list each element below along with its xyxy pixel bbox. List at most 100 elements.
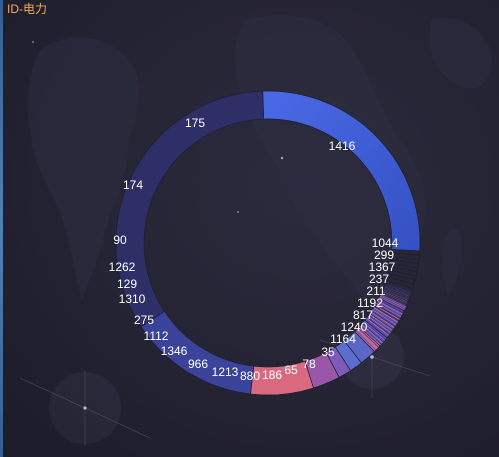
- slice-label: 90: [113, 233, 127, 247]
- donut-slice[interactable]: [385, 284, 411, 294]
- donut-slice[interactable]: [383, 291, 408, 302]
- donut-slice[interactable]: [370, 314, 392, 330]
- donut-slice[interactable]: [374, 306, 399, 322]
- donut-slice[interactable]: [358, 329, 378, 348]
- donut-slice[interactable]: [377, 299, 404, 314]
- slice-label: 186: [262, 368, 282, 382]
- slice-label: 1213: [212, 365, 239, 379]
- slice-label: 1346: [161, 344, 188, 358]
- map-landmass-south-america: [28, 37, 140, 301]
- donut-slice[interactable]: [380, 296, 405, 309]
- donut-slice[interactable]: [355, 331, 375, 351]
- donut-slice[interactable]: [376, 301, 402, 317]
- donut-slice[interactable]: [373, 307, 398, 324]
- slice-label: 237: [369, 272, 389, 286]
- star-dot: [237, 211, 239, 213]
- donut-slice[interactable]: [360, 324, 383, 344]
- donut-slice[interactable]: [366, 317, 390, 335]
- donut-slice[interactable]: [356, 328, 378, 350]
- donut-slice[interactable]: [356, 331, 376, 350]
- donut-slice[interactable]: [367, 318, 389, 335]
- donut-slice[interactable]: [369, 315, 392, 331]
- donut-slice[interactable]: [362, 322, 385, 342]
- donut-slice[interactable]: [365, 321, 386, 338]
- donut-slice[interactable]: [362, 322, 386, 341]
- slice-label: 299: [374, 248, 394, 262]
- donut-slice[interactable]: [374, 308, 397, 323]
- donut-slice[interactable]: [358, 328, 379, 347]
- slice-label: 817: [353, 308, 373, 322]
- donut-slice[interactable]: [359, 325, 381, 346]
- donut-slice[interactable]: [376, 304, 400, 318]
- donut-slice[interactable]: [378, 301, 402, 314]
- donut-slice[interactable]: [360, 325, 382, 345]
- donut-slice[interactable]: [373, 307, 398, 323]
- donut-slice[interactable]: [115, 90, 265, 328]
- donut-slice[interactable]: [371, 313, 393, 329]
- donut-slice[interactable]: [371, 310, 396, 328]
- donut-slice[interactable]: [375, 306, 399, 320]
- star-dot: [83, 406, 87, 410]
- donut-slice[interactable]: [374, 307, 398, 322]
- donut-slice[interactable]: [360, 326, 381, 345]
- donut-slice[interactable]: [384, 288, 409, 298]
- donut-slice[interactable]: [376, 305, 399, 319]
- slice-label: 1367: [369, 260, 396, 274]
- donut-slice[interactable]: [140, 310, 255, 395]
- donut-slice[interactable]: [377, 301, 403, 316]
- donut-slice[interactable]: [363, 323, 384, 341]
- donut-slice[interactable]: [359, 327, 380, 346]
- donut-slice[interactable]: [384, 289, 409, 300]
- donut-slice[interactable]: [377, 303, 401, 317]
- donut-slice[interactable]: [367, 315, 391, 334]
- donut-slice[interactable]: [373, 309, 396, 324]
- donut-slice[interactable]: [368, 317, 390, 334]
- donut-slice[interactable]: [381, 294, 406, 306]
- donut-slice[interactable]: [372, 311, 395, 327]
- donut-slice[interactable]: [371, 310, 396, 327]
- donut-slice[interactable]: [373, 310, 396, 325]
- donut-slice[interactable]: [368, 315, 392, 333]
- slice-label: 275: [134, 313, 154, 327]
- donut-slice[interactable]: [378, 298, 404, 313]
- slice-label: 35: [321, 345, 335, 359]
- donut-slice[interactable]: [366, 319, 388, 336]
- donut-slice[interactable]: [382, 293, 407, 305]
- donut-slice[interactable]: [357, 327, 379, 348]
- donut-slice[interactable]: [262, 90, 421, 252]
- donut-slice[interactable]: [379, 300, 403, 313]
- donut-slice[interactable]: [375, 304, 401, 319]
- star-dot: [370, 355, 374, 359]
- donut-slice[interactable]: [368, 316, 391, 333]
- donut-slice[interactable]: [362, 324, 383, 343]
- slice-label: 65: [284, 363, 298, 377]
- donut-slice[interactable]: [380, 297, 404, 310]
- donut-slice[interactable]: [384, 286, 410, 297]
- donut-slice[interactable]: [378, 297, 405, 311]
- donut-slice[interactable]: [381, 295, 405, 308]
- donut-slice[interactable]: [365, 318, 389, 337]
- donut-slice[interactable]: [366, 320, 387, 337]
- star-dot: [32, 41, 34, 43]
- donut-slice[interactable]: [382, 292, 407, 304]
- slice-label: 1310: [119, 292, 146, 306]
- donut-slice[interactable]: [361, 325, 382, 344]
- donut-slice[interactable]: [364, 320, 387, 340]
- donut-slice[interactable]: [383, 290, 408, 301]
- donut-slice[interactable]: [386, 283, 411, 293]
- donut-slice[interactable]: [361, 323, 384, 343]
- donut-slice[interactable]: [376, 302, 402, 318]
- donut-slice[interactable]: [385, 285, 410, 296]
- donut-slice[interactable]: [371, 312, 394, 328]
- donut-slice[interactable]: [377, 302, 401, 315]
- donut-slice[interactable]: [364, 322, 385, 339]
- donut-slice[interactable]: [370, 312, 394, 329]
- donut-slice[interactable]: [374, 304, 400, 320]
- donut-slice[interactable]: [372, 309, 397, 326]
- donut-slice[interactable]: [362, 323, 384, 342]
- donut-slice[interactable]: [379, 298, 403, 312]
- donut-slice[interactable]: [357, 330, 377, 349]
- donut-slice[interactable]: [366, 317, 390, 336]
- donut-slice[interactable]: [368, 314, 393, 332]
